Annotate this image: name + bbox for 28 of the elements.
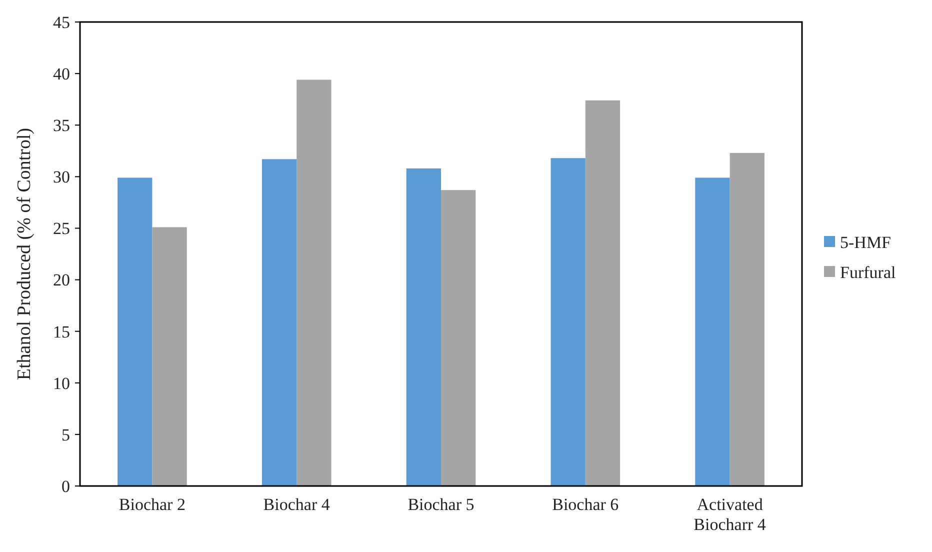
x-tick-label: Biochar 6 <box>552 495 619 514</box>
x-tick-label: Biochar 2 <box>118 495 186 514</box>
bar <box>118 178 152 486</box>
x-tick-label: Activated Biocharr 4 <box>694 495 766 534</box>
y-tick-label: 25 <box>53 219 70 238</box>
bar <box>406 168 441 486</box>
y-tick-label: 10 <box>53 374 70 393</box>
y-axis-title: Ethanol Produced (% of Control) <box>14 128 35 380</box>
bar <box>730 152 764 486</box>
bar <box>441 190 476 486</box>
bar <box>695 178 730 486</box>
x-tick-label: Biochar 5 <box>408 495 474 514</box>
y-tick-label: 45 <box>53 12 70 32</box>
bar <box>585 100 620 486</box>
bar <box>262 159 297 486</box>
legend-label: Furfural <box>840 262 896 282</box>
y-tick-label: 35 <box>53 116 70 136</box>
bar <box>550 158 586 486</box>
bar <box>152 227 187 486</box>
y-tick-label: 30 <box>53 168 70 187</box>
y-tick-label: 40 <box>53 64 70 84</box>
y-tick-label: 20 <box>53 270 70 290</box>
bar <box>296 80 332 486</box>
x-tick-label: Biochar 4 <box>263 495 330 514</box>
y-tick-label: 5 <box>62 425 70 444</box>
legend-label: 5-HMF <box>840 232 892 252</box>
y-tick-label: 0 <box>62 476 70 496</box>
y-tick-label: 15 <box>53 322 70 342</box>
